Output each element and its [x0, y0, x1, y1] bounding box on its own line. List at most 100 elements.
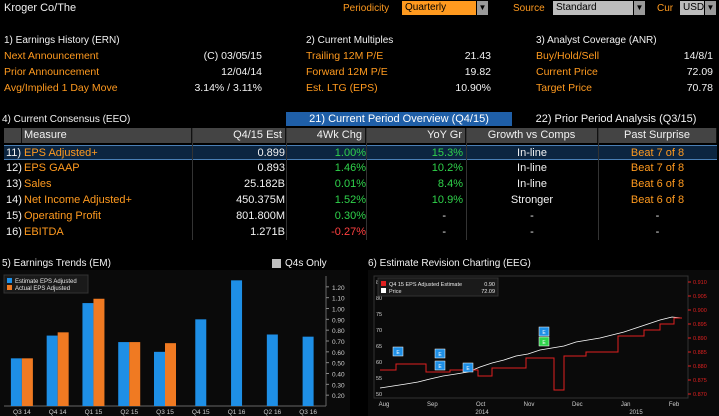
right-tick-label: 0.890: [693, 336, 707, 342]
table-header-growth-vs-comps[interactable]: Growth vs Comps: [466, 128, 598, 143]
revision-marker: [392, 346, 404, 357]
right-tick-label: 0.900: [693, 308, 707, 314]
current-consensus-title[interactable]: 4) Current Consensus (EEO): [2, 114, 131, 125]
y-tick-label: 1.00: [332, 307, 345, 314]
actual-bar: [165, 343, 176, 406]
chg-cell: 1.00%: [334, 147, 366, 159]
analyst-coverage-title[interactable]: 3) Analyst Coverage (ANR): [536, 35, 657, 46]
legend-label-actual: Actual EPS Adjusted: [15, 286, 70, 292]
x-tick-label: Jan: [621, 402, 631, 408]
revision-marker-label: E: [396, 350, 400, 356]
earnings-trends-chart[interactable]: 0.20 0.30 0.40 0.50 0.60 0.70 0.80 0.90 1.00 1.10…: [0, 270, 350, 416]
q4s-only-label: Q4s Only: [285, 258, 327, 269]
prior-announcement-label: Prior Announcement: [4, 66, 100, 78]
next-announcement-value: (C) 03/05/15: [203, 50, 262, 62]
right-tick-label: 0.885: [693, 350, 707, 356]
row-number: 13): [6, 178, 22, 190]
chg-cell: 0.01%: [334, 178, 366, 190]
table-header-yoy-gr[interactable]: YoY Gr: [366, 128, 466, 143]
table-row[interactable]: 13) Sales 25.182B 0.01% 8.4% In-line Bea…: [4, 177, 717, 192]
est-ltg-label: Est. LTG (EPS): [306, 82, 378, 94]
table-row[interactable]: 11) EPS Adjusted+ 0.899 1.00% 15.3% In-l…: [4, 145, 717, 160]
current-price-label: Current Price: [536, 66, 598, 78]
right-tick-label: 0.905: [693, 294, 707, 300]
table-row[interactable]: 14) Net Income Adjusted+ 450.375M 1.52% …: [4, 193, 717, 208]
earnings-history-title[interactable]: 1) Earnings History (ERN): [4, 35, 120, 46]
yoy-cell: 8.4%: [437, 178, 463, 190]
x-tick-label: Q4 15: [192, 409, 210, 416]
chevron-down-icon[interactable]: ▼: [634, 1, 645, 15]
surprise-cell: Beat 6 of 8: [630, 194, 685, 206]
yoy-cell: -: [442, 226, 446, 238]
estimate-line: [380, 317, 682, 391]
earnings-trends-title[interactable]: 5) Earnings Trends (EM): [2, 258, 111, 269]
right-tick-label: 0.880: [693, 364, 707, 370]
legend-swatch-estimate: [7, 278, 12, 283]
legend-swatch-actual: [7, 285, 12, 290]
source-label: Source: [513, 3, 545, 14]
measure-cell: EBITDA: [24, 226, 64, 238]
estimate-revision-chart[interactable]: 50556065707580850.8700.8750.8800.8850.89…: [368, 270, 719, 416]
buy-hold-sell-value: 14/8/1: [683, 50, 713, 62]
chg-cell: 0.30%: [334, 210, 366, 222]
periodicity-select[interactable]: Quarterly: [402, 1, 476, 15]
left-tick-label: 80: [376, 296, 382, 302]
revision-marker-label: E: [438, 352, 442, 358]
x-tick-label: Nov: [524, 402, 535, 408]
row-number: 12): [6, 162, 22, 174]
table-row[interactable]: 12) EPS GAAP 0.893 1.46% 10.2% In-line B…: [4, 161, 717, 176]
row-number: 11): [6, 147, 22, 159]
currency-select[interactable]: USD: [680, 1, 704, 15]
left-tick-label: 50: [376, 392, 382, 398]
legend-swatch-estimate: [381, 281, 386, 286]
x-year-label: 2015: [629, 410, 643, 416]
price-line: [379, 316, 683, 389]
prior-announcement-value: 12/04/14: [221, 66, 262, 78]
measure-cell: Operating Profit: [24, 210, 102, 222]
security-ticker[interactable]: Kroger Co/The: [4, 2, 77, 14]
actual-bar: [93, 298, 105, 406]
tab-prior-period-analysis[interactable]: 22) Prior Period Analysis (Q3/15): [535, 113, 697, 125]
chg-cell: 1.46%: [334, 162, 366, 174]
table-header-blank: [4, 128, 22, 143]
table-header-measure[interactable]: Measure: [22, 128, 192, 143]
tab-current-period-overview[interactable]: 21) Current Period Overview (Q4/15): [286, 112, 512, 126]
legend-box: [3, 274, 89, 294]
estimate-bar: [266, 334, 278, 406]
y-tick-label: 0.40: [332, 372, 345, 379]
next-announcement-label: Next Announcement: [4, 50, 99, 62]
right-tick-label: 0.875: [693, 378, 707, 384]
table-row[interactable]: 16) EBITDA 1.271B -0.27% - - -: [4, 225, 717, 240]
column-divider: [286, 128, 287, 240]
estimate-bar: [195, 319, 207, 406]
chevron-down-icon[interactable]: ▼: [705, 1, 716, 15]
trailing-pe-value: 21.43: [464, 50, 491, 62]
est-cell: 801.800M: [236, 210, 285, 222]
chg-cell: -0.27%: [331, 226, 366, 238]
est-cell: 1.271B: [250, 226, 285, 238]
current-multiples-title[interactable]: 2) Current Multiples: [306, 35, 394, 46]
avg-implied-move-label: Avg/Implied 1 Day Move: [4, 82, 118, 94]
x-year-label: 2014: [475, 410, 489, 416]
table-header-4wk-chg[interactable]: 4Wk Chg: [286, 128, 366, 143]
y-tick-label: 1.10: [332, 296, 345, 303]
source-select[interactable]: Standard: [553, 1, 633, 15]
row-number: 15): [6, 210, 22, 222]
table-row[interactable]: 15) Operating Profit 801.800M 0.30% - - …: [4, 209, 717, 224]
chevron-down-icon[interactable]: ▼: [477, 1, 488, 15]
surprise-cell: Beat 7 of 8: [630, 162, 685, 174]
current-price-value: 72.09: [686, 66, 713, 78]
yoy-cell: 10.2%: [431, 162, 463, 174]
x-tick-label: Oct: [476, 402, 486, 408]
column-divider: [192, 128, 193, 240]
est-cell: 450.375M: [236, 194, 285, 206]
forward-pe-value: 19.82: [464, 66, 491, 78]
legend-label-estimate: Estimate EPS Adjusted: [15, 279, 77, 285]
estimate-revision-title[interactable]: 6) Estimate Revision Charting (EEG): [368, 258, 531, 269]
revision-marker-label: E: [542, 340, 546, 346]
q4s-only-checkbox[interactable]: [272, 259, 281, 268]
table-header-past-surprise[interactable]: Past Surprise: [598, 128, 717, 143]
y-tick-label: 0.70: [332, 339, 345, 346]
table-header-est[interactable]: Q4/15 Est: [192, 128, 286, 143]
avg-implied-move-value: 3.14% / 3.11%: [194, 82, 262, 94]
